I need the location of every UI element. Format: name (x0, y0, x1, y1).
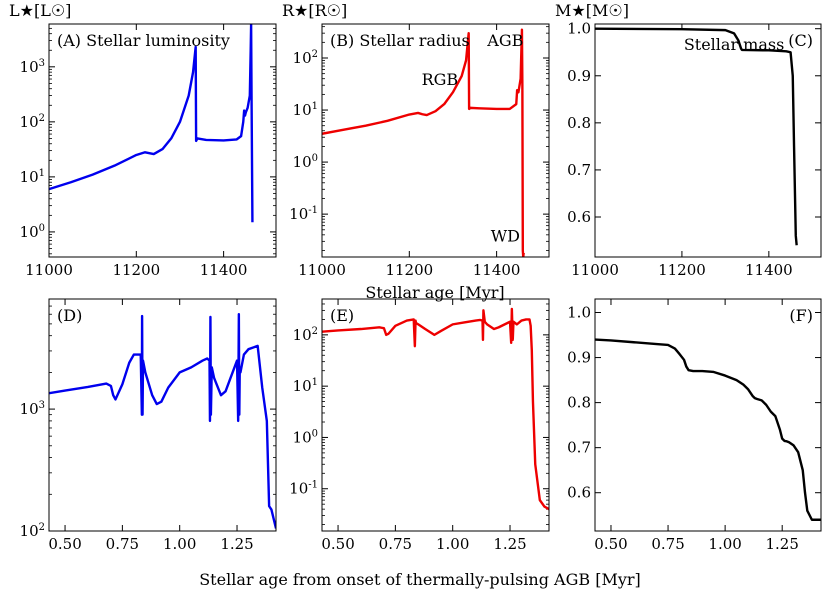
x-tick-label: 0.75 (651, 535, 684, 553)
y-tick-label: 101 (293, 101, 318, 119)
panel-label: (A) Stellar luminosity (57, 31, 230, 50)
y-tick-label: 0.7 (567, 161, 591, 179)
panel-B: 10-1 100 101 102 11000 11200 11400 (B) Stellar … (282, 1, 550, 279)
axes-frame (594, 298, 822, 532)
panel-label: (B) Stellar radius (330, 31, 470, 50)
y-axis-label: L★[L☉] (9, 1, 71, 20)
annotation-label: RGB (422, 70, 459, 89)
y-tick-label: 100 (293, 428, 318, 446)
series-line-radius (322, 28, 525, 257)
x-tick-label: 11200 (112, 261, 160, 279)
annotation-label: AGB (486, 31, 523, 50)
x-tick-label: 1.25 (220, 535, 253, 553)
x-tick-label: 11000 (298, 261, 346, 279)
series-line-stellar-mass (595, 27, 798, 246)
y-tick-label: 102 (293, 49, 318, 67)
y-tick-label: 0.8 (567, 394, 591, 412)
panel-label: (E) (330, 306, 354, 325)
axes-frame (48, 298, 277, 532)
y-tick-label: 102 (20, 522, 45, 540)
axes-frame (594, 23, 822, 258)
series-line-luminosity (49, 24, 254, 223)
y-tick-label: 100 (20, 223, 45, 241)
x-tick-label: 0.50 (48, 535, 81, 553)
axes-frame (48, 23, 277, 258)
x-tick-label: 1.00 (163, 535, 196, 553)
y-tick-label: 100 (293, 153, 318, 171)
y-tick-label: 10-1 (289, 480, 318, 498)
x-tick-label: 1.25 (765, 535, 798, 553)
y-axis-label: M★[M☉] (555, 1, 629, 20)
y-tick-label: 102 (20, 113, 45, 131)
panel-E: 10-1 100 101 102 0.50 0.75 1.00 1.25 (E) (289, 298, 550, 553)
x-tick-label: 11200 (385, 261, 433, 279)
x-axis-label-bottom: Stellar age from onset of thermally-puls… (199, 570, 641, 589)
x-tick-label: 0.75 (379, 535, 412, 553)
panel-D: 102 103 0.50 0.75 1.00 1.25 (D) (20, 298, 277, 553)
y-tick-label: 103 (20, 58, 45, 76)
y-tick-label: 101 (20, 168, 45, 186)
x-tick-label: 11000 (571, 261, 619, 279)
x-tick-label: 11400 (745, 261, 793, 279)
panel-F: 0.6 0.7 0.8 0.9 1.0 0.50 0.75 1.00 1.25 (F) (567, 298, 822, 553)
axes-frame (321, 23, 550, 258)
x-tick-label: 0.50 (594, 535, 627, 553)
y-tick-label: 0.8 (567, 114, 591, 132)
y-tick-label: 0.9 (567, 349, 591, 367)
x-tick-label: 1.00 (436, 535, 469, 553)
axes-frame (321, 298, 550, 532)
y-tick-label: 103 (20, 400, 45, 418)
series-line-radius (322, 307, 549, 511)
panel-label: (F) (789, 306, 813, 325)
y-tick-label: 101 (293, 377, 318, 395)
x-tick-label: 11400 (473, 261, 521, 279)
panel-C: 0.6 0.7 0.8 0.9 1.0 11000 11200 11400 (C)Stellar… (555, 1, 822, 279)
y-tick-label: 1.0 (567, 20, 591, 38)
y-tick-label: 102 (293, 326, 318, 344)
y-tick-label: 0.6 (567, 208, 591, 226)
series-line-stellar-mass (595, 338, 821, 521)
x-tick-label: 1.25 (493, 535, 526, 553)
panel-label: (C) (788, 31, 813, 50)
y-axis-label: R★[R☉] (282, 1, 347, 20)
annotation-label: Stellar mass (684, 35, 785, 54)
x-axis-label-top: Stellar age [Myr] (365, 283, 504, 302)
x-tick-label: 11000 (25, 261, 73, 279)
y-tick-label: 1.0 (567, 304, 591, 322)
series-line-luminosity (49, 313, 276, 529)
y-tick-label: 0.7 (567, 439, 591, 457)
x-tick-label: 11400 (200, 261, 248, 279)
annotation-label: WD (491, 226, 520, 245)
panel-label: (D) (57, 306, 82, 325)
panel-A: 100 101 102 103 11000 11200 11400 (A) Stellar l… (9, 1, 277, 279)
y-tick-label: 0.9 (567, 67, 591, 85)
x-tick-label: 0.50 (321, 535, 354, 553)
x-tick-label: 1.00 (708, 535, 741, 553)
x-tick-label: 11200 (658, 261, 706, 279)
y-tick-label: 10-1 (289, 205, 318, 223)
y-tick-label: 0.6 (567, 484, 591, 502)
x-tick-label: 0.75 (106, 535, 139, 553)
